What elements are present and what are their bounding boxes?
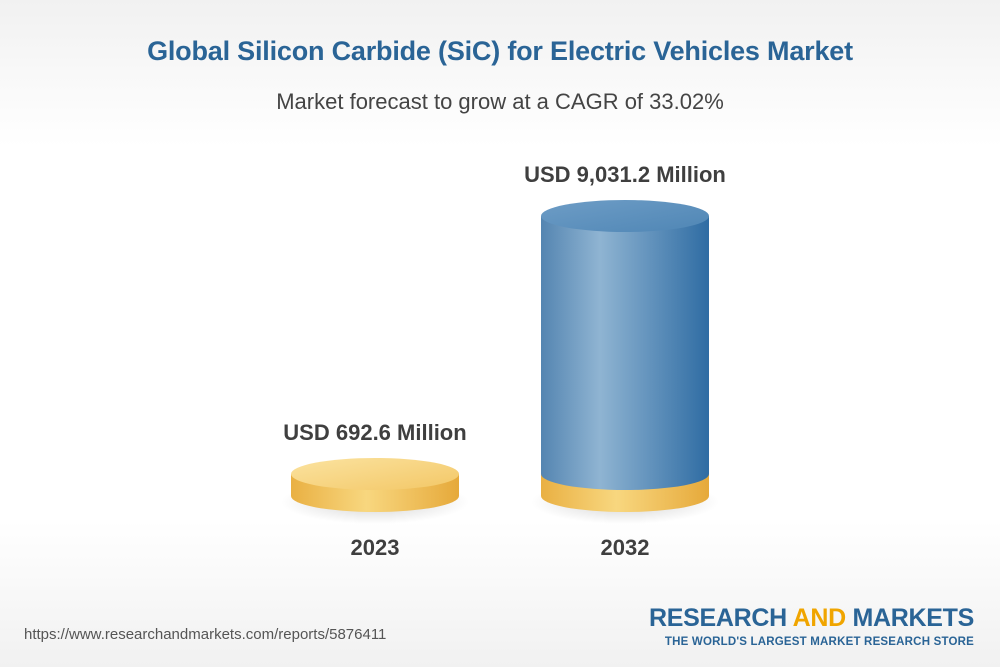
brand-name: RESEARCH AND MARKETS xyxy=(648,604,974,632)
bar-2023: USD 692.6 Million 2023 xyxy=(281,420,469,560)
category-label-2032: 2032 xyxy=(601,535,650,560)
data-label-2023: USD 692.6 Million xyxy=(283,420,466,445)
bar-2032: USD 9,031.2 Million 2032 xyxy=(524,162,726,560)
category-label-2023: 2023 xyxy=(351,535,400,560)
bar-side xyxy=(541,216,709,490)
brand-logo: RESEARCH AND MARKETS THE WORLD'S LARGEST… xyxy=(649,604,974,648)
bar-top xyxy=(541,200,709,232)
chart-subtitle: Market forecast to grow at a CAGR of 33.… xyxy=(276,89,724,114)
source-url[interactable]: https://www.researchandmarkets.com/repor… xyxy=(24,626,387,643)
data-label-2032: USD 9,031.2 Million xyxy=(524,162,726,187)
bar-top xyxy=(291,458,459,490)
brand-tagline: THE WORLD'S LARGEST MARKET RESEARCH STOR… xyxy=(664,636,974,648)
chart-title: Global Silicon Carbide (SiC) for Electri… xyxy=(147,36,853,66)
